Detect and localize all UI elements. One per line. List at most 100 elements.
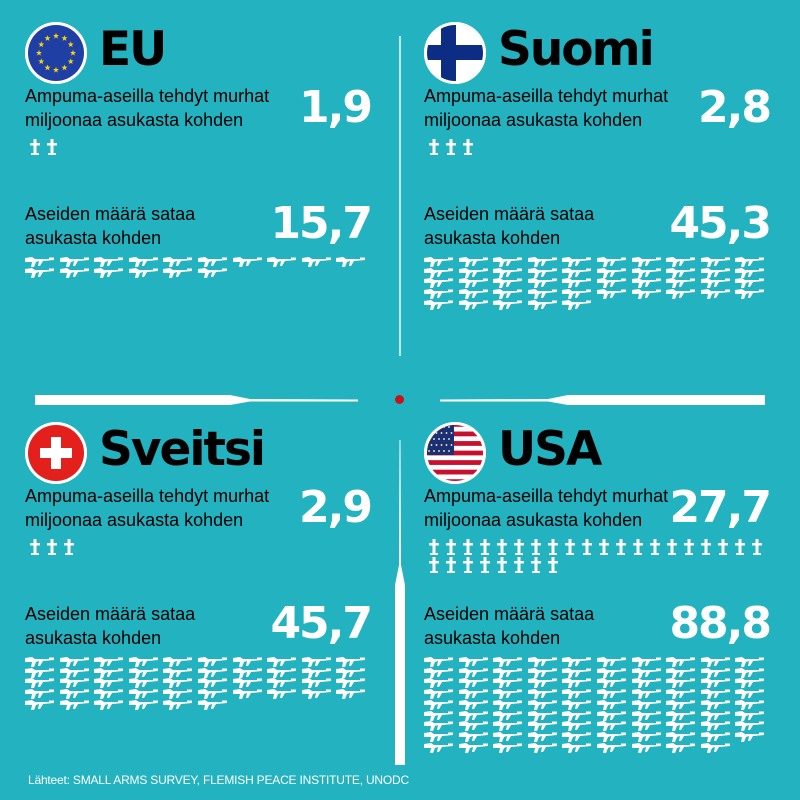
rifle-icon [666, 278, 696, 289]
star-icon [38, 41, 45, 48]
rifle-icon [666, 742, 696, 753]
rifle-icon [666, 710, 696, 721]
rifle-icon [198, 257, 227, 267]
rifle-icon [128, 699, 158, 710]
cross-icon [667, 539, 677, 555]
cross-icon [446, 139, 456, 155]
rifle-icon [700, 257, 730, 267]
rifle-icon [25, 699, 54, 710]
rifle-icon [25, 689, 54, 700]
star-icon [38, 58, 45, 65]
rifle-icon [597, 657, 626, 667]
rifle-icon [458, 267, 488, 278]
rifle-icon [128, 678, 158, 689]
quadrant-switzerland: Sveitsi Ampuma-aseilla tehdyt murhat milj… [25, 422, 395, 792]
rifle-icon [527, 710, 557, 721]
star-icon [44, 64, 51, 71]
cross-icon [64, 539, 74, 555]
rifle-icon [458, 731, 488, 742]
rifle-icon [666, 678, 696, 689]
rifle-icon [700, 731, 730, 742]
rifle-icon [666, 667, 696, 678]
rifle-icon [631, 289, 661, 300]
star-icon [69, 49, 77, 56]
rifle-icon [336, 257, 366, 267]
rifle-icon [232, 667, 262, 678]
rifle-icon [336, 678, 366, 689]
star-icon [52, 32, 60, 39]
rifle-icon [700, 710, 730, 721]
rifle-icon [59, 689, 89, 700]
rifle-icon [94, 689, 124, 700]
rifle-icon [163, 657, 193, 667]
rifle-icon [163, 678, 193, 689]
rifle-icon [493, 257, 523, 267]
rifle-icon [527, 742, 557, 753]
murder-value: 1,9 [299, 82, 373, 133]
rifle-icon [631, 721, 661, 732]
rifle-icon [94, 699, 124, 710]
rifle-icon [163, 257, 193, 267]
rifle-icon [700, 699, 730, 710]
rifle-icon [493, 657, 523, 667]
quadrant-finland: Suomi Ampuma-aseilla tehdyt murhat miljoo… [424, 22, 794, 392]
cross-icon [429, 539, 439, 555]
rifle-icon [59, 678, 89, 689]
rifle-icon [458, 689, 488, 700]
rifle-icon [424, 299, 453, 310]
rifle-icon [301, 257, 331, 267]
rifle-icon [424, 721, 453, 732]
eu-flag [25, 22, 87, 84]
cross-icon [565, 539, 575, 555]
cross-icon [480, 557, 490, 573]
rifle-icon [336, 667, 366, 678]
divider-horizontal-left [35, 395, 358, 405]
rifle-icon [666, 267, 696, 278]
cross-icon [735, 539, 745, 555]
rifle-icon [666, 657, 696, 667]
rifle-icon [631, 657, 661, 667]
rifle-icon [458, 278, 488, 289]
gun-value: 45,7 [270, 598, 373, 649]
rifle-icon [631, 689, 661, 700]
rifle-icon [631, 742, 661, 753]
rifle-icon [59, 257, 89, 267]
rifle-icon [128, 667, 158, 678]
rifle-icon [458, 699, 488, 710]
rifle-icon [163, 699, 193, 710]
murder-icons [426, 138, 776, 156]
rifle-icon [631, 678, 661, 689]
cross-icon [650, 539, 660, 555]
cross-icon [429, 557, 439, 573]
rifle-icon [493, 742, 523, 753]
rifle-icon [493, 278, 523, 289]
rifle-icon [94, 678, 124, 689]
cross-icon [701, 539, 711, 555]
gun-metric-label: Aseiden määrä sataa asukasta kohden [25, 604, 196, 648]
rifle-icon [700, 289, 730, 300]
rifle-icon [198, 699, 227, 710]
cross-icon [47, 539, 57, 555]
country-name: Sveitsi [99, 422, 266, 477]
gun-metric-label: Aseiden määrä sataa asukasta kohden [424, 604, 595, 648]
cross-icon [514, 557, 524, 573]
rifle-icon [666, 689, 696, 700]
rifle-icon [267, 657, 297, 667]
rifle-icon [94, 267, 124, 278]
cross-icon [497, 539, 507, 555]
cross-icon [718, 539, 728, 555]
rifle-icon [666, 257, 696, 267]
rifle-icon [59, 657, 89, 667]
rifle-icon [198, 667, 227, 678]
rifle-icon [198, 678, 227, 689]
star-icon [52, 66, 60, 73]
rifle-icon [458, 678, 488, 689]
cross-icon [30, 539, 40, 555]
rifle-icon [94, 667, 124, 678]
rifle-icon [562, 267, 592, 278]
gun-value: 88,8 [669, 598, 772, 649]
rifle-icon [232, 689, 262, 700]
cross-icon [429, 139, 439, 155]
rifle-icon [424, 257, 453, 267]
rifle-icon [128, 689, 158, 700]
